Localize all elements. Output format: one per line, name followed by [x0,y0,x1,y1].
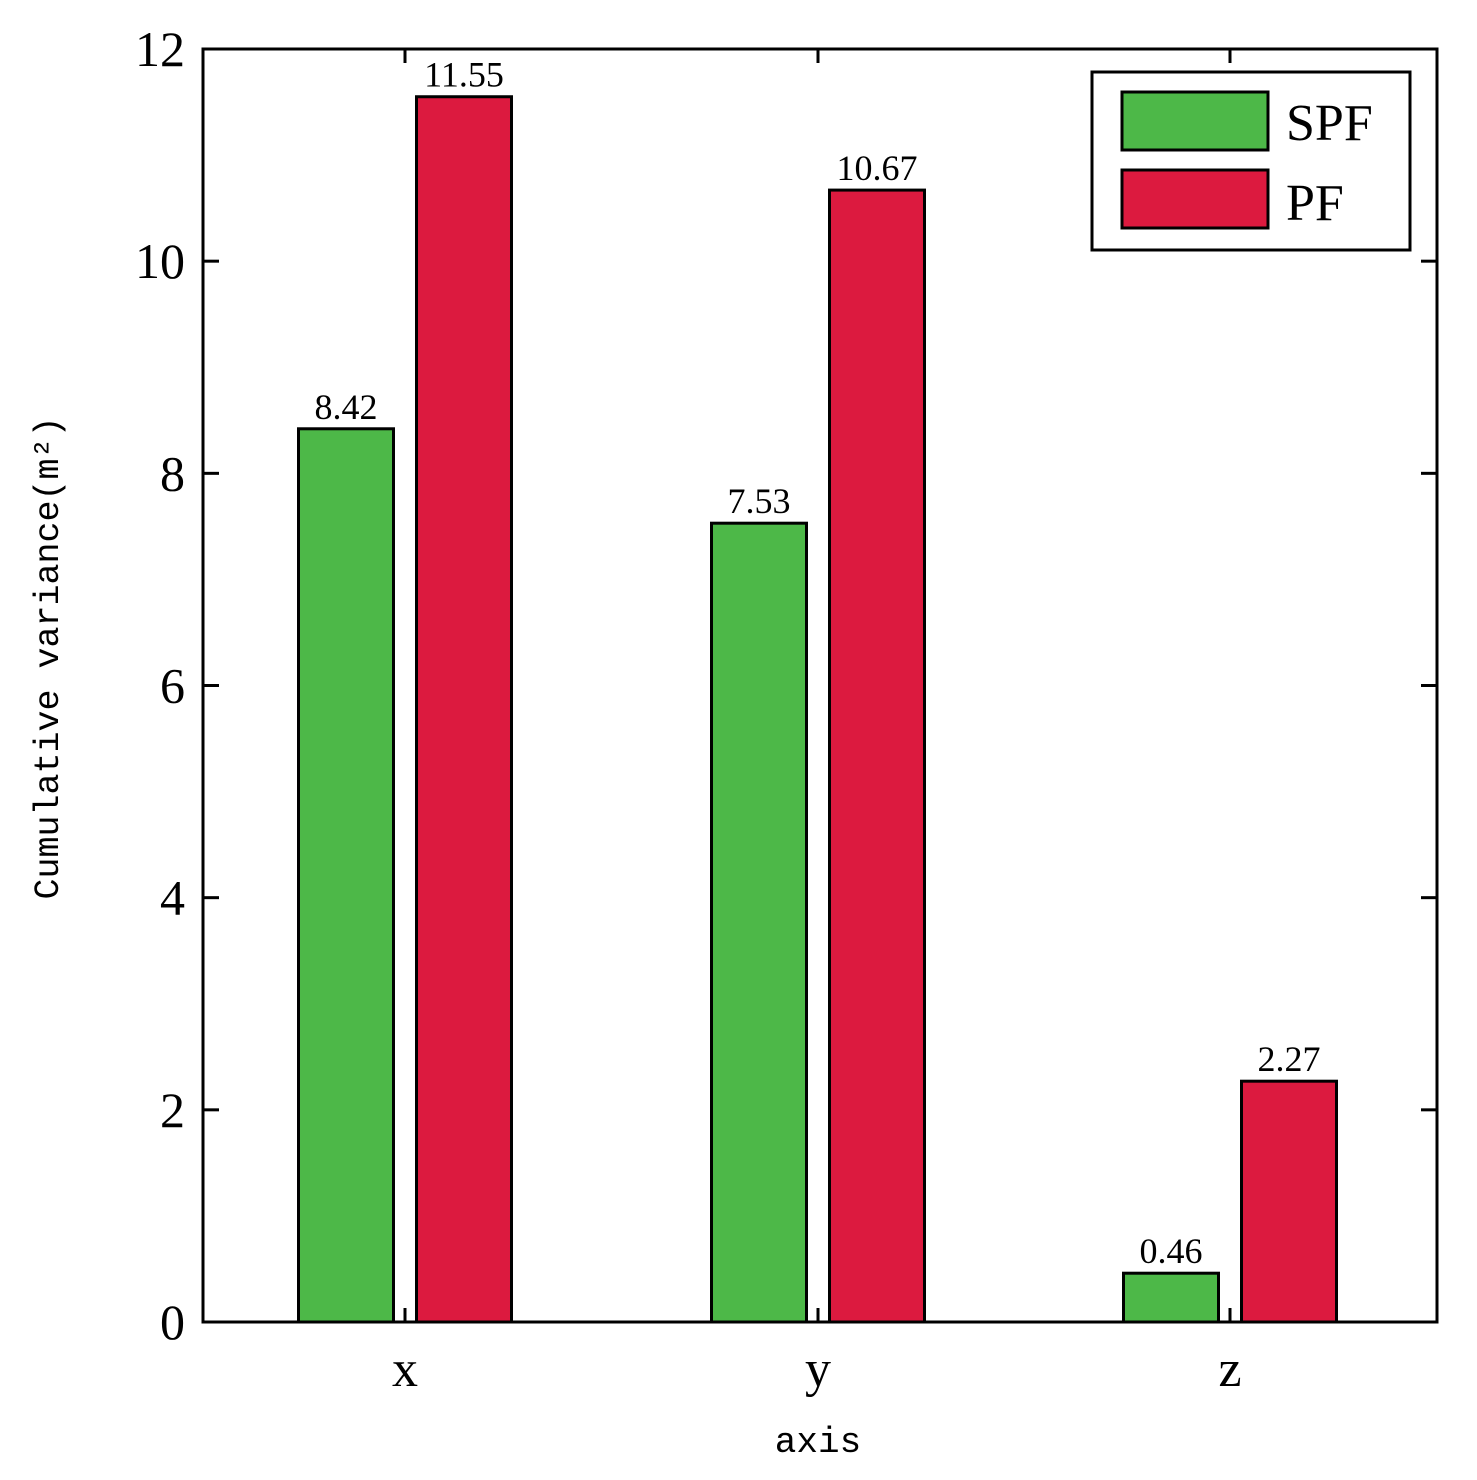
x-axis-label: axis [775,1422,861,1463]
data-label-pf-z: 2.27 [1258,1039,1321,1079]
x-tick-label-z: z [1218,1341,1241,1398]
ticks-layer: x y z 0 2 4 6 8 10 12 [135,21,1437,1398]
x-tick-label-y: y [805,1341,831,1398]
plot-area-frame [201,47,1439,1324]
bars-layer [297,95,1338,1324]
legend-swatch-spf [1120,90,1270,152]
data-label-spf-z: 0.46 [1140,1231,1203,1271]
legend-swatch-pf [1120,168,1270,230]
data-label-spf-x: 8.42 [315,387,378,427]
y-tick-label-0: 0 [160,1294,185,1350]
y-tick-label-10: 10 [135,233,185,289]
y-axis-label: Cumulative variance(m²) [29,416,69,899]
data-label-pf-y: 10.67 [837,148,918,188]
bar-pf-z [1240,1079,1338,1324]
legend: SPF PF [1090,70,1412,252]
legend-label-spf: SPF [1286,95,1373,152]
data-labels-layer: 8.42 11.55 7.53 10.67 0.46 2.27 [315,55,1321,1271]
data-label-spf-y: 7.53 [728,481,791,521]
bar-pf-x [415,95,513,1324]
y-tick-label-4: 4 [160,870,185,926]
bar-spf-z [1122,1271,1220,1324]
data-label-pf-x: 11.55 [424,55,504,95]
y-tick-label-2: 2 [160,1082,185,1138]
y-tick-label-8: 8 [160,445,185,501]
x-tick-label-x: x [392,1341,418,1398]
legend-label-pf: PF [1286,175,1344,232]
bar-spf-y [710,521,808,1324]
y-tick-label-6: 6 [160,658,185,714]
bar-spf-x [297,427,395,1324]
y-tick-label-12: 12 [135,21,185,77]
bar-pf-y [828,188,926,1324]
